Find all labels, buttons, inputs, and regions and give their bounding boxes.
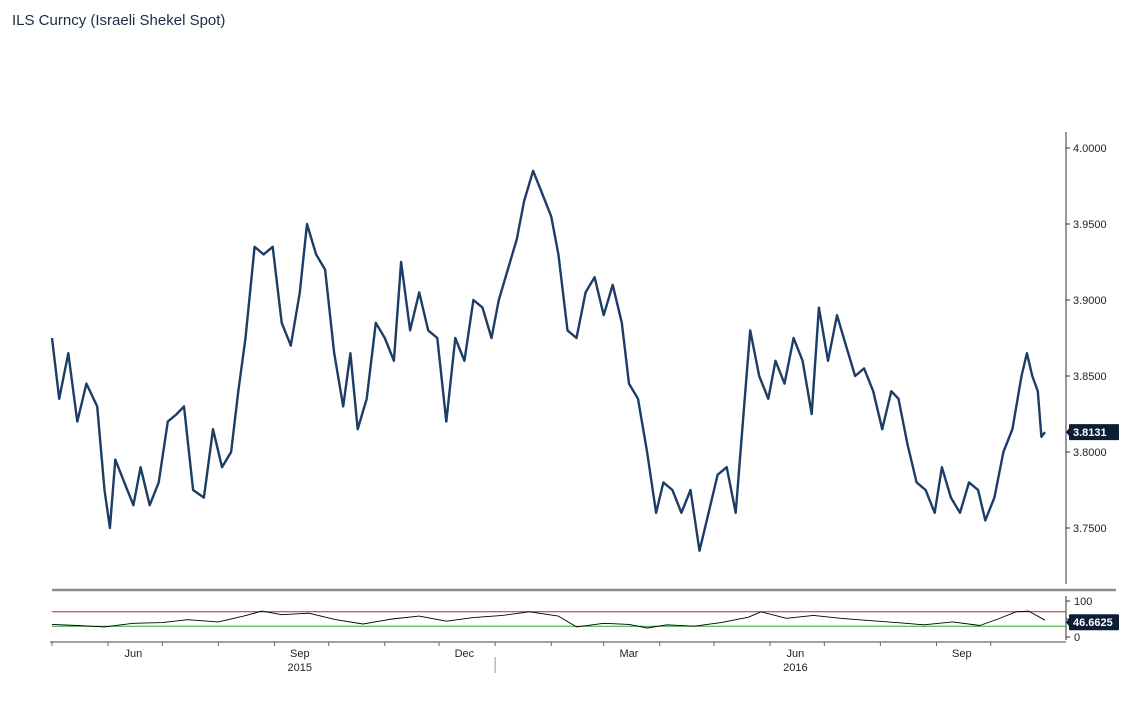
x-month-label: Dec bbox=[455, 648, 475, 660]
price-y-tick-label: 3.7500 bbox=[1073, 523, 1107, 535]
x-month-label: Sep bbox=[290, 648, 310, 660]
x-month-label: Jun bbox=[125, 648, 143, 660]
price-panel bbox=[50, 169, 1046, 552]
rsi-y-tick-label: 100 bbox=[1074, 596, 1092, 608]
price-y-tick-label: 3.8000 bbox=[1073, 447, 1107, 459]
price-last-value-badge-bg bbox=[1069, 424, 1119, 441]
price-last-value-badge-text: 3.8131 bbox=[1073, 427, 1107, 439]
price-y-tick-label: 4.0000 bbox=[1073, 143, 1107, 155]
rsi-last-value-badge-bg bbox=[1069, 614, 1119, 631]
chart-title: ILS Curncy (Israeli Shekel Spot) bbox=[12, 12, 226, 29]
price-y-tick-label: 3.8500 bbox=[1073, 371, 1107, 383]
x-month-label: Sep bbox=[952, 648, 972, 660]
x-year-label: 2015 bbox=[288, 662, 312, 674]
price-y-tick-label: 3.9000 bbox=[1073, 295, 1107, 307]
rsi-y-tick-label: 0 bbox=[1074, 632, 1080, 644]
price-y-tick-label: 3.9500 bbox=[1073, 219, 1107, 231]
rsi-series-line bbox=[51, 610, 1046, 629]
rsi-last-value-badge: 46.6625 bbox=[1066, 614, 1119, 631]
price-last-value-badge: 3.8131 bbox=[1066, 424, 1119, 441]
labels-layer: Jun Sep Dec Mar Jun Sep 2015 2016 3.8131 46.6625 bbox=[125, 424, 1119, 674]
x-month-label: Mar bbox=[620, 648, 639, 660]
rsi-last-value-badge-text: 46.6625 bbox=[1073, 617, 1113, 629]
price-series-line bbox=[50, 169, 1046, 552]
rsi-panel bbox=[51, 610, 1066, 629]
price-last-value-badge-pointer bbox=[1066, 427, 1070, 438]
axes-layer: 4.0000 3.9500 3.9000 3.8500 3.8000 3.7500 100 0 bbox=[50, 132, 1116, 673]
rsi-last-value-badge-pointer bbox=[1066, 617, 1070, 628]
x-month-label: Jun bbox=[787, 648, 805, 660]
x-year-label: 2016 bbox=[783, 662, 807, 674]
